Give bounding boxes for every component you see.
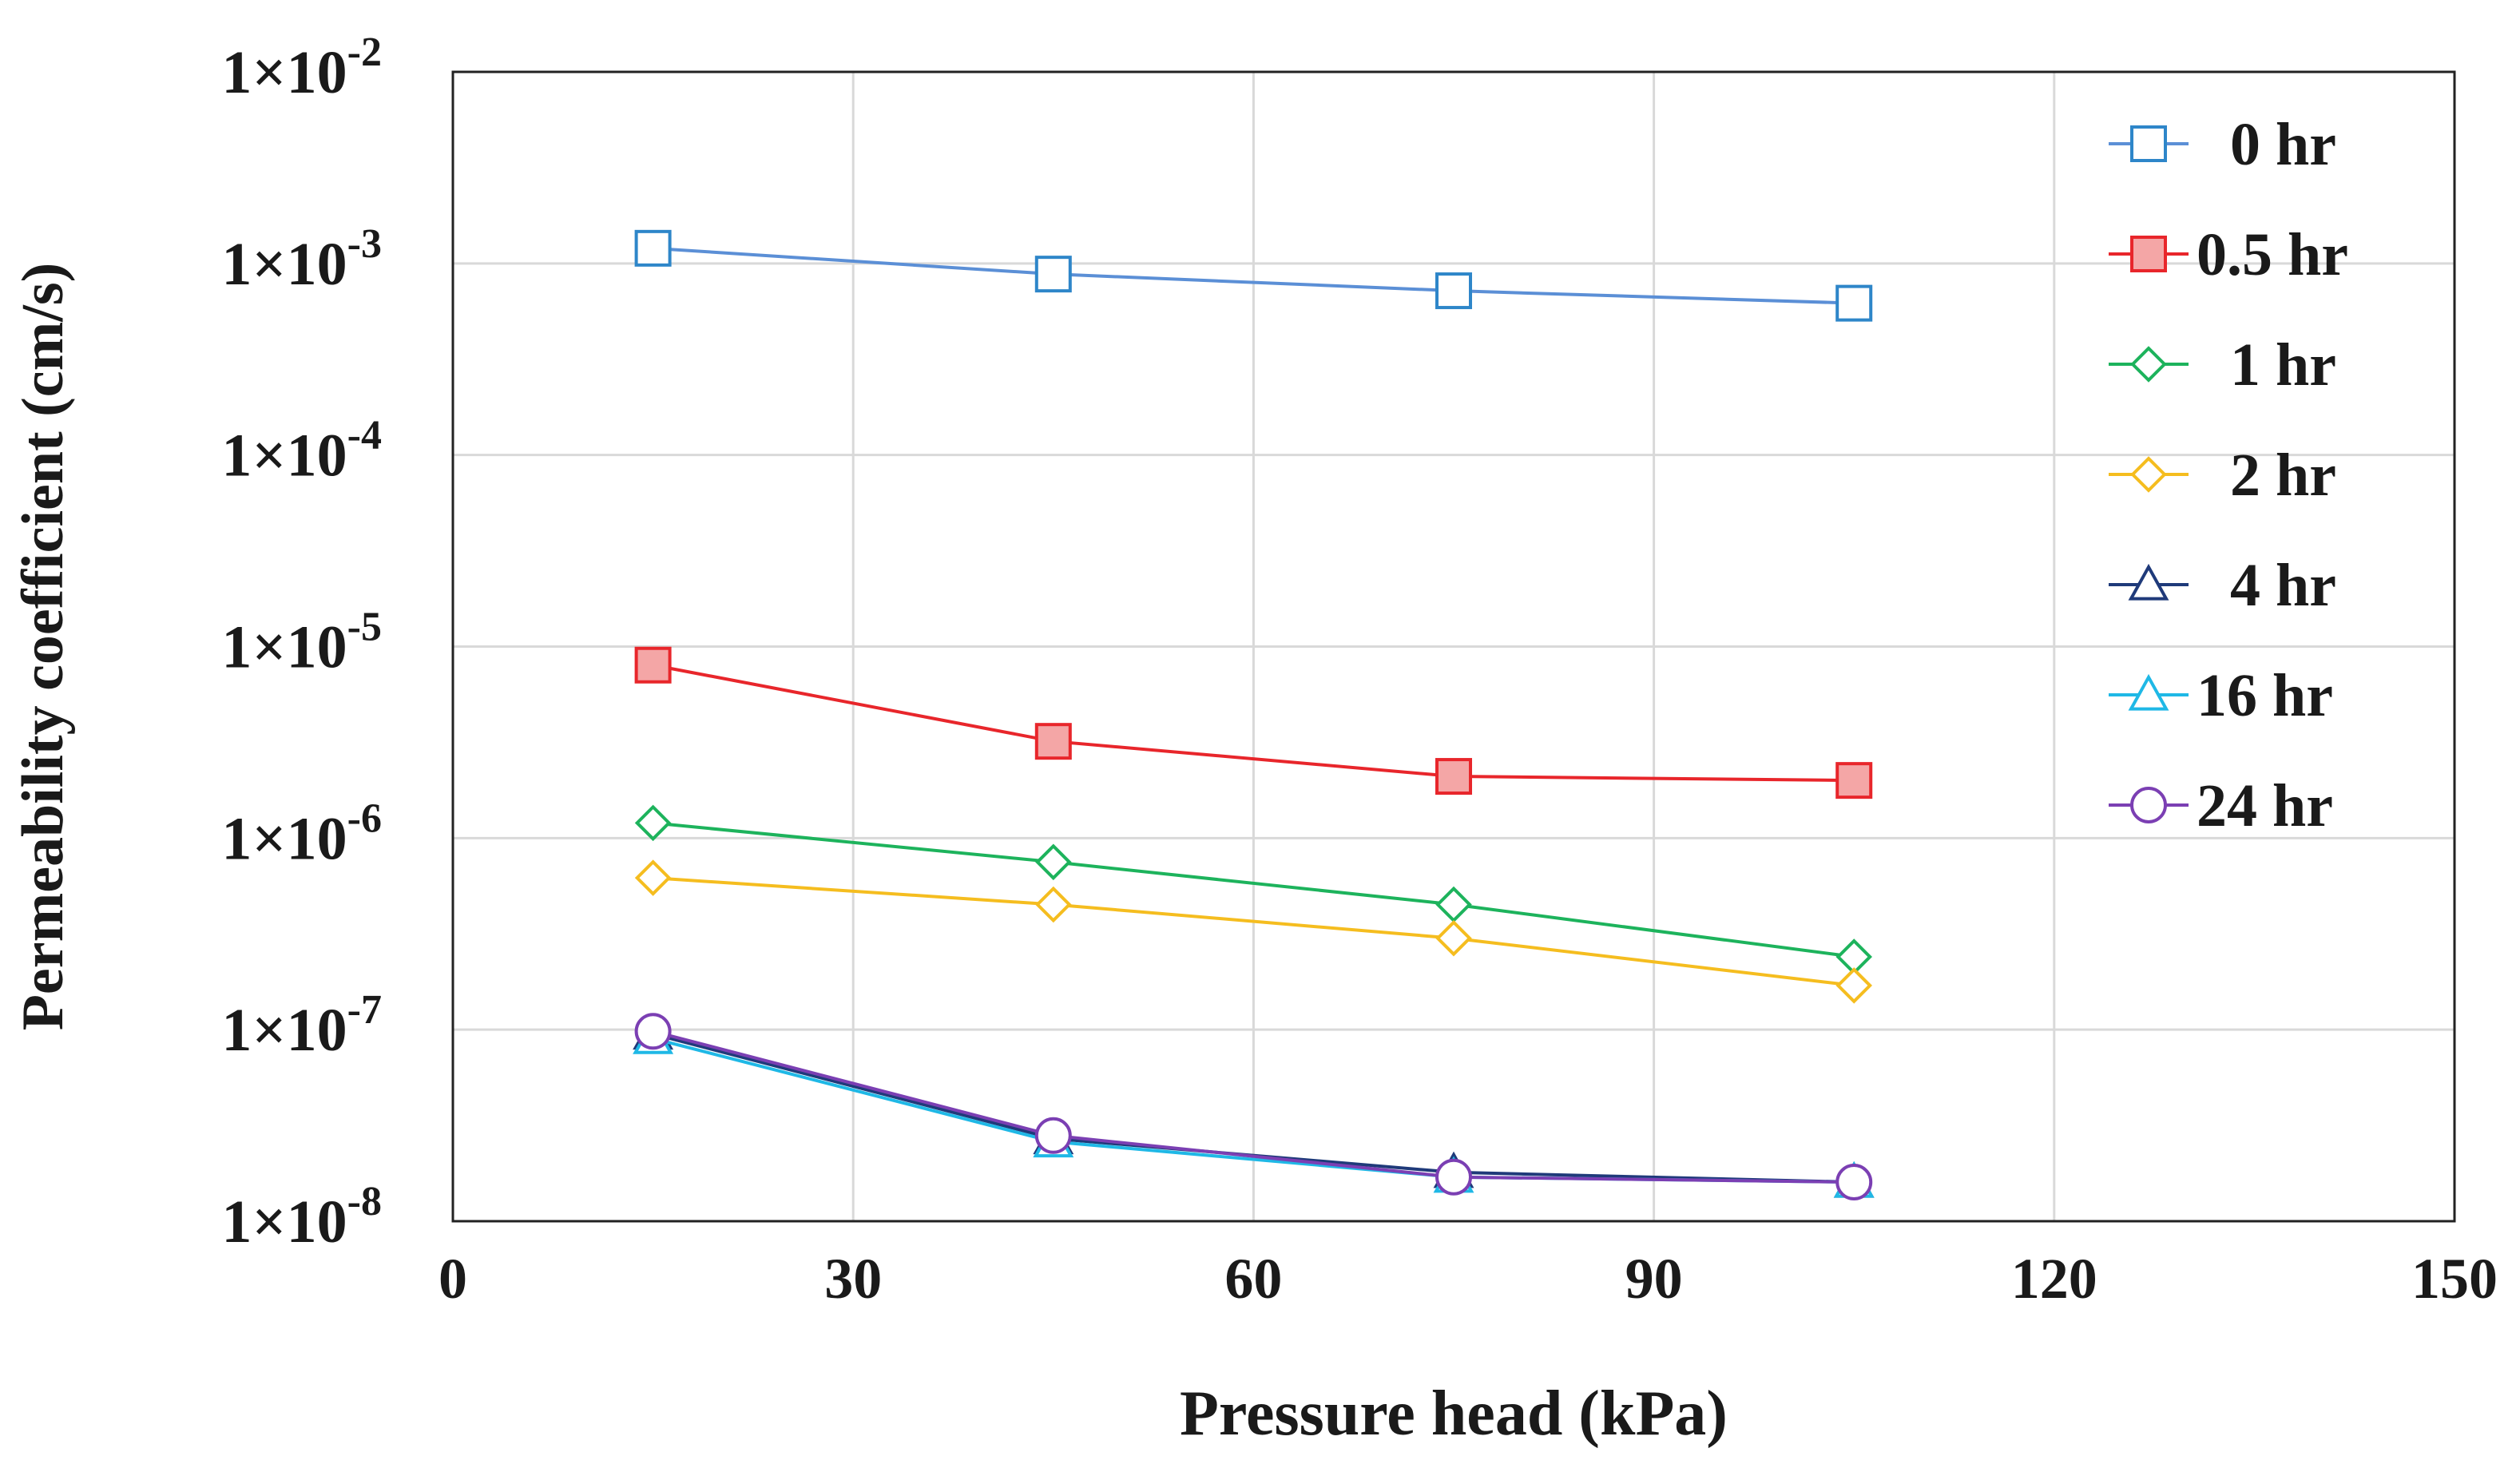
legend-marker bbox=[2130, 787, 2167, 823]
y-tick-label: 1×10-6 bbox=[221, 795, 382, 872]
data-point bbox=[1034, 1117, 1072, 1154]
legend-marker bbox=[2130, 236, 2167, 272]
series-line bbox=[653, 876, 1855, 987]
data-point bbox=[1034, 723, 1072, 760]
grid-layer bbox=[453, 72, 2455, 1221]
data-point bbox=[1835, 1164, 1873, 1201]
series-1-hr bbox=[634, 804, 1872, 975]
legend-label: 16 hr bbox=[2197, 662, 2333, 729]
y-tick-label: 1×10-4 bbox=[221, 413, 382, 490]
data-point bbox=[1435, 919, 1472, 957]
x-tick-label: 90 bbox=[1625, 1247, 1683, 1311]
legend-item: 24 hr bbox=[2109, 772, 2333, 839]
legend-marker bbox=[2130, 346, 2167, 383]
legend-label: 2 hr bbox=[2230, 442, 2336, 509]
y-tick-label: 1×10-8 bbox=[221, 1179, 382, 1256]
y-tick-label: 1×10-2 bbox=[221, 30, 382, 106]
legend-item: 1 hr bbox=[2109, 331, 2336, 399]
x-tick-label: 0 bbox=[439, 1247, 467, 1311]
legend-label: 0 hr bbox=[2230, 111, 2336, 178]
y-tick-label: 1×10-7 bbox=[221, 987, 382, 1064]
legend-marker bbox=[2128, 673, 2169, 711]
data-point bbox=[1035, 843, 1072, 881]
series-line bbox=[653, 1030, 1855, 1184]
x-tick-label: 150 bbox=[2411, 1247, 2498, 1311]
data-point bbox=[634, 859, 672, 896]
y-axis-title: Permeability coefficient (cm/s) bbox=[10, 263, 76, 1031]
legend-item: 2 hr bbox=[2109, 442, 2336, 509]
series-24-hr bbox=[634, 1013, 1873, 1201]
series-layer bbox=[633, 229, 1875, 1201]
legend-label: 0.5 hr bbox=[2197, 221, 2348, 288]
data-point bbox=[1835, 762, 1873, 799]
tick-label-layer: 0 30 60 90 120 150 1×10-2 1×10-3 1×10-4 1×10-5 1×1… bbox=[221, 30, 2498, 1311]
data-point bbox=[1035, 886, 1072, 923]
legend-marker bbox=[2130, 456, 2167, 493]
legend-label: 24 hr bbox=[2197, 772, 2333, 839]
series-line bbox=[653, 821, 1855, 958]
data-point bbox=[1034, 256, 1072, 293]
y-tick-label: 1×10-3 bbox=[221, 221, 382, 298]
legend-item: 4 hr bbox=[2109, 552, 2336, 619]
series-0-hr bbox=[634, 229, 1873, 322]
series-line bbox=[653, 663, 1855, 783]
x-tick-label: 30 bbox=[824, 1247, 882, 1311]
data-point bbox=[1435, 758, 1472, 795]
plot-frame bbox=[451, 70, 2456, 1223]
data-point bbox=[1835, 967, 1872, 1004]
series-2-hr bbox=[634, 859, 1872, 1004]
legend-label: 1 hr bbox=[2230, 331, 2336, 399]
x-tick-label: 60 bbox=[1224, 1247, 1282, 1311]
series-line bbox=[653, 246, 1855, 305]
data-point bbox=[1435, 886, 1472, 923]
data-point bbox=[634, 1013, 672, 1050]
legend-marker bbox=[2130, 125, 2167, 162]
data-point bbox=[634, 804, 672, 842]
data-point bbox=[1435, 272, 1472, 310]
data-point bbox=[634, 646, 672, 684]
legend-item: 0.5 hr bbox=[2109, 221, 2348, 288]
legend-item: 16 hr bbox=[2109, 662, 2333, 729]
series-0-5-hr bbox=[634, 646, 1873, 799]
legend-label: 4 hr bbox=[2230, 552, 2336, 619]
data-point bbox=[1835, 284, 1873, 322]
legend-item: 0 hr bbox=[2109, 111, 2336, 178]
x-tick-label: 120 bbox=[2011, 1247, 2097, 1311]
legend: 0 hr 0.5 hr 1 hr 2 hr 4 hr 16 hr 24 hr bbox=[2109, 111, 2348, 839]
legend-marker bbox=[2128, 563, 2169, 601]
x-axis-title: Pressure head (kPa) bbox=[1180, 1379, 1728, 1449]
data-point bbox=[634, 229, 672, 267]
data-point bbox=[1435, 1158, 1472, 1196]
y-tick-label: 1×10-5 bbox=[221, 605, 382, 681]
